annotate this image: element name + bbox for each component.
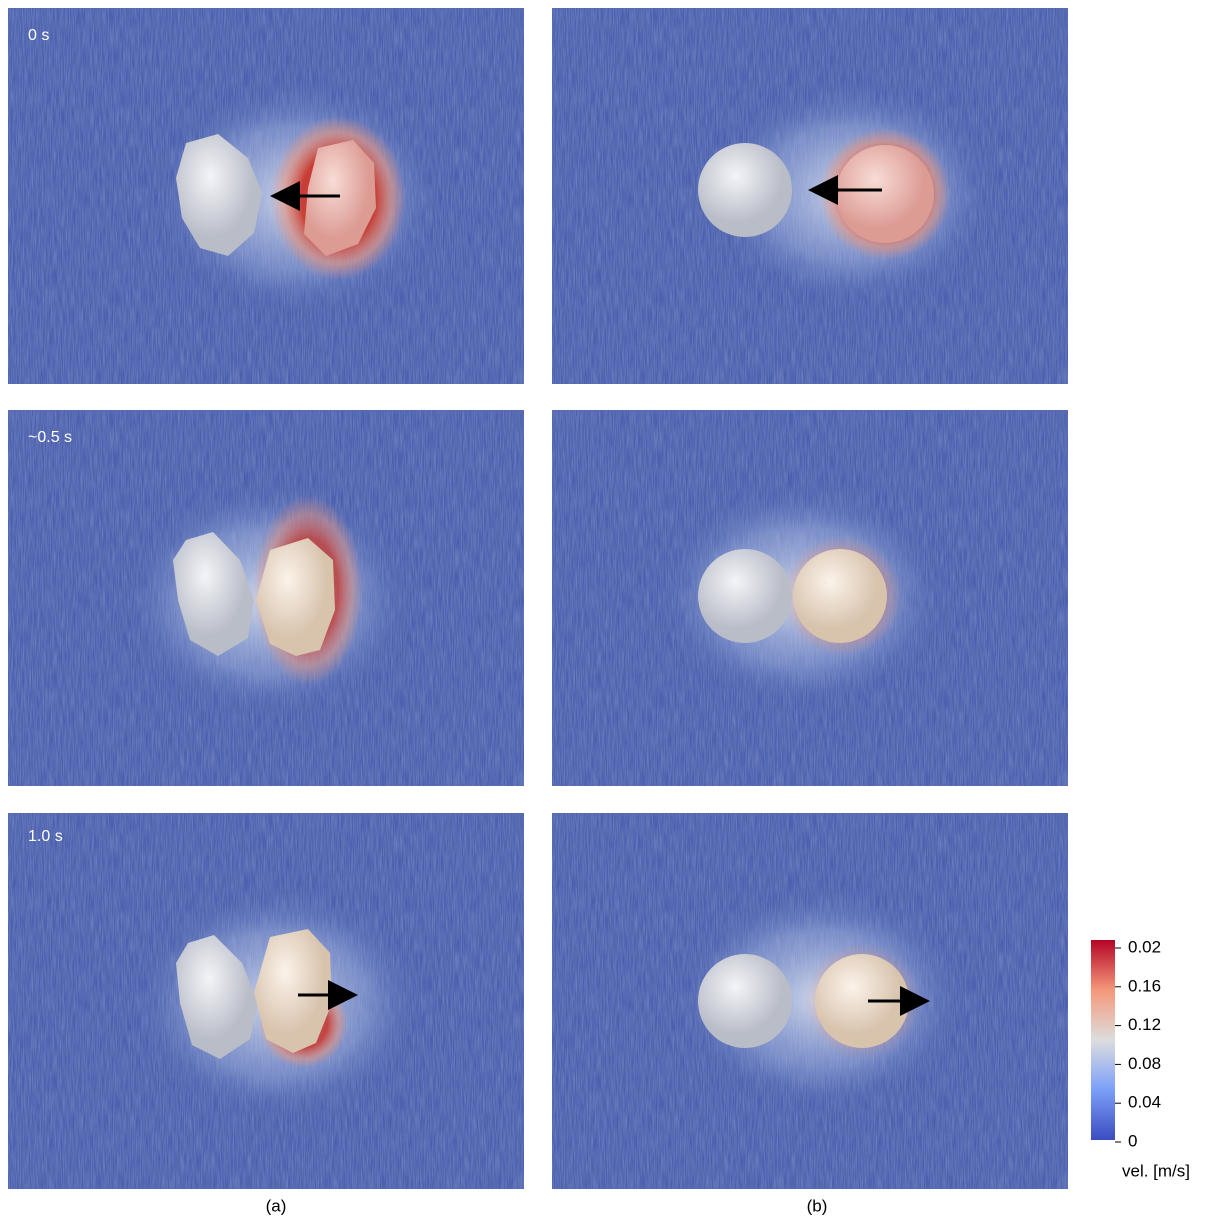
column-label: (b) (807, 1196, 828, 1215)
time-label: ~0.5 s (28, 429, 72, 446)
panel: ~0.5 s (8, 410, 524, 786)
colorbar-ticks: 0.02 0.16 0.12 0.08 0.04 0 (1115, 937, 1161, 1150)
colorbar (1091, 940, 1115, 1140)
colorbar-tick-label: 0.12 (1128, 1015, 1161, 1034)
colorbar-tick-label: 0.02 (1128, 937, 1161, 956)
time-label: 0 s (28, 27, 49, 44)
panel (552, 8, 1068, 384)
column-label: (a) (266, 1196, 287, 1215)
colorbar-tick-label: 0.08 (1128, 1054, 1161, 1073)
panel (552, 813, 1068, 1189)
colorbar-tick-label: 0.04 (1128, 1093, 1161, 1112)
panel (552, 410, 1068, 786)
colorbar-label: vel. [m/s] (1122, 1161, 1190, 1180)
colorbar-tick-label: 0 (1128, 1131, 1137, 1150)
colorbar-tick-label: 0.16 (1128, 976, 1161, 995)
time-label: 1.0 s (28, 828, 63, 845)
panel: 1.0 s (8, 813, 524, 1189)
panel: 0 s (8, 8, 524, 384)
figure: 0 s ~0.5 s 1.0 s (0, 0, 1210, 1220)
